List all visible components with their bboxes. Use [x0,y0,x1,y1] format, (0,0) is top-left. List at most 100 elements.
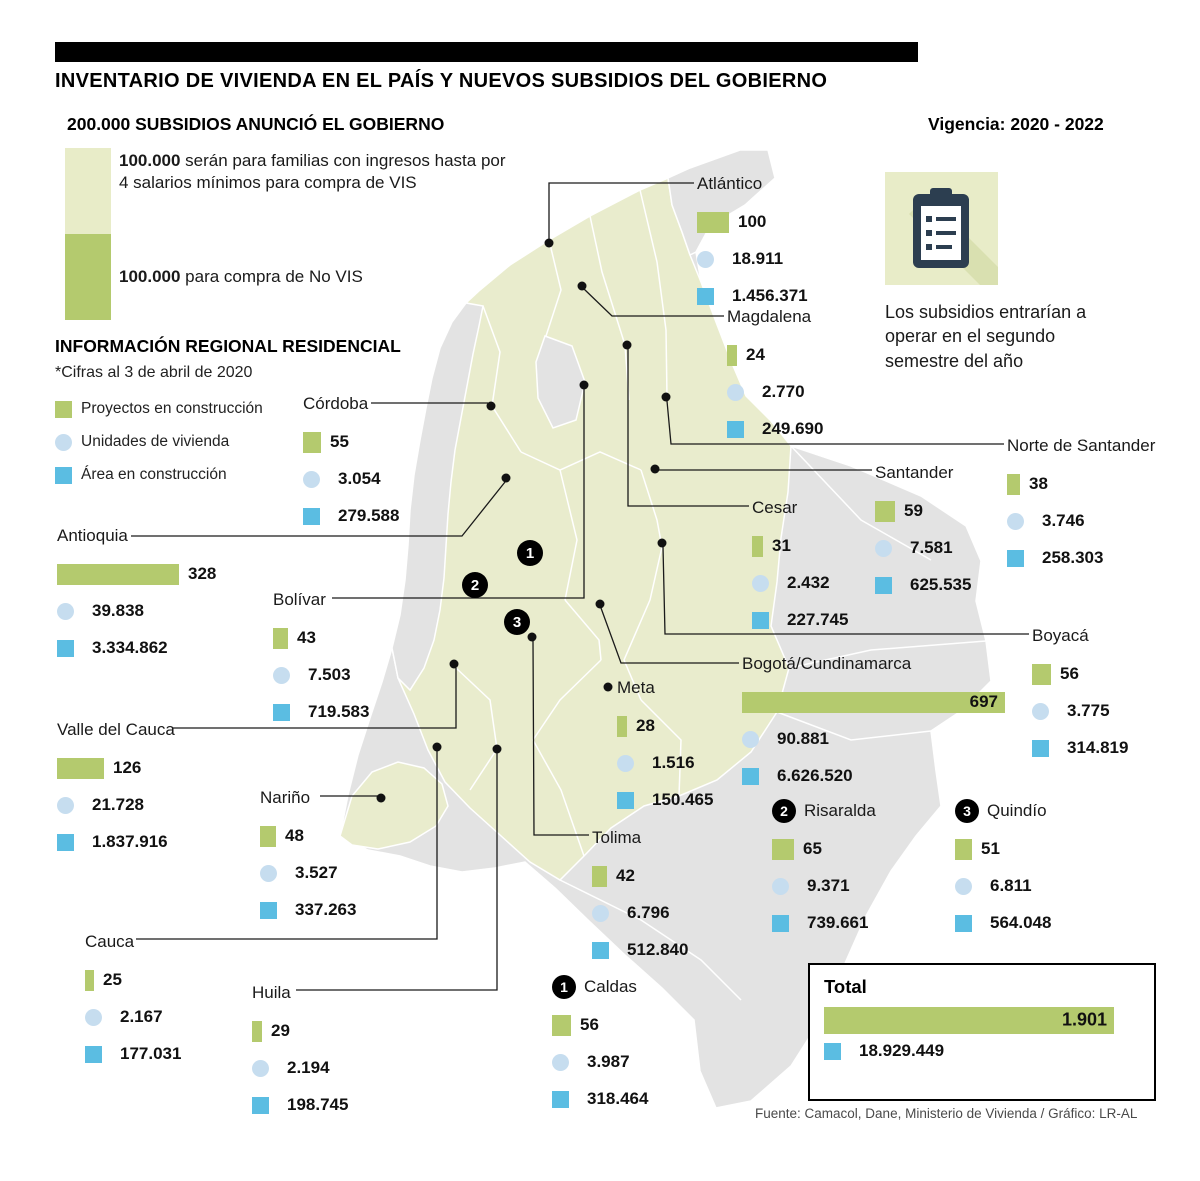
area-marker-icon [697,287,714,305]
area-value: 198.745 [287,1095,349,1114]
unidades-value: 7.503 [308,665,351,684]
unidades-marker-icon [273,666,290,684]
unidades-value: 3.054 [338,469,381,488]
unidades-marker-icon [752,574,769,592]
unidades-marker-icon [1007,512,1024,530]
proyectos-bar [57,563,179,585]
unidades-value: 18.911 [732,249,784,268]
legend-label-proyectos: Proyectos en construcción [81,400,263,417]
total-area-marker-icon [824,1042,841,1060]
department-name: Bolívar [273,590,326,609]
area-marker-icon [592,941,609,959]
department-name: Caldas [584,977,637,996]
unidades-marker-icon [252,1059,269,1077]
area-value: 512.840 [627,940,689,959]
department-name: Meta [617,678,655,697]
area-marker-icon [955,914,972,932]
proyectos-value: 24 [746,345,765,364]
area-value: 258.303 [1042,548,1104,567]
department-block-8: Boyacá 56 3.775 314.819 [1032,624,1128,759]
area-marker-icon [273,703,290,721]
unidades-value: 2.770 [762,382,805,401]
vis-subsidy-text: 100.000 serán para familias con ingresos… [119,150,519,194]
area-value: 1.456.371 [732,286,808,305]
no-vis-amount: 100.000 [119,267,181,286]
proyectos-bar [697,211,729,233]
area-value: 314.819 [1067,738,1129,757]
unidades-value: 39.838 [92,601,144,620]
unidades-value: 3.746 [1042,511,1085,530]
department-block-17: Huila 29 2.194 198.745 [252,981,348,1116]
proyectos-value: 51 [981,839,1000,858]
department-block-5: Cesar 31 2.432 227.745 [752,496,848,631]
unidades-marker-icon [697,250,714,268]
proyectos-value: 43 [297,628,316,647]
map-badge-quindio-number: 3 [512,613,522,631]
unidades-marker-icon [617,754,634,772]
title-top-bar [55,42,918,62]
total-area-value: 18.929.449 [859,1041,945,1060]
unidades-value: 2.167 [120,1007,163,1026]
map-badge-quindio: 3 [504,609,530,635]
proyectos-bar [1007,473,1020,495]
proyectos-bar [617,715,627,737]
area-value: 177.031 [120,1044,182,1063]
unidades-value: 3.987 [587,1052,630,1071]
unidades-marker-icon [1032,702,1049,720]
department-block-11: Valle del Cauca 126 21.728 1.837.916 [57,718,175,853]
department-name: Valle del Cauca [57,720,175,739]
proyectos-value: 28 [636,716,655,735]
unidades-marker-icon [955,877,972,895]
proyectos-value: 55 [330,432,349,451]
department-block-2: Córdoba 55 3.054 279.588 [303,392,399,527]
area-swatch-icon [55,466,72,484]
proyectos-bar [273,627,288,649]
department-name: Santander [875,463,954,482]
area-value: 1.837.916 [92,832,168,851]
area-value: 739.661 [807,913,869,932]
area-marker-icon [727,420,744,438]
proyectos-value: 48 [285,826,304,845]
area-value: 150.465 [652,790,714,809]
leader-lines [131,182,1029,991]
department-block-13: Tolima 42 6.796 512.840 [592,826,688,961]
proyectos-value: 328 [188,564,217,583]
area-marker-icon [752,611,769,629]
unidades-marker-icon [57,796,74,814]
department-block-12: Nariño 48 3.527 337.263 [260,786,356,921]
department-name: Bogotá/Cundinamarca [742,654,912,673]
department-block-7: Bolívar 43 7.503 719.583 [273,588,369,723]
area-value: 6.626.520 [777,766,853,785]
area-marker-icon [1007,549,1024,567]
area-marker-icon [742,767,759,785]
unidades-value: 9.371 [807,876,850,895]
subsidies-heading: 200.000 SUBSIDIOS ANUNCIÓ EL GOBIERNO [67,114,445,134]
unidades-value: 3.527 [295,863,338,882]
area-value: 3.334.862 [92,638,168,657]
total-label: Total [824,976,867,997]
vis-description: serán para familias con ingresos hasta p… [119,151,506,193]
area-value: 227.745 [787,610,849,629]
area-value: 625.535 [910,575,972,594]
department-badge: 2 [772,799,796,823]
department-name: Nariño [260,788,311,807]
department-name: Magdalena [727,307,812,326]
department-block-10: Meta 28 1.516 150.465 [617,676,713,811]
proyectos-value: 126 [113,758,142,777]
department-name: Antioquia [57,526,128,545]
unidades-value: 3.775 [1067,701,1110,720]
area-marker-icon [57,639,74,657]
unidades-marker-icon [552,1053,569,1071]
source-credit: Fuente: Camacol, Dane, Ministerio de Viv… [755,1106,1138,1121]
unidades-value: 6.796 [627,903,670,922]
proyectos-bar [752,535,763,557]
department-name: Cauca [85,932,135,951]
total-proyectos-bar: 1.901 [824,1006,1114,1034]
proyectos-value-inside: 697 [969,692,998,711]
legend-item-proyectos: Proyectos en construcción [55,398,263,420]
unidades-marker-icon [260,864,277,882]
map-badge-risaralda-number: 2 [470,576,480,594]
unidades-value: 2.194 [287,1058,330,1077]
proyectos-value: 42 [616,866,635,885]
department-block-9: Bogotá/Cundinamarca 697 90.881 6.626.520 [742,652,1005,787]
